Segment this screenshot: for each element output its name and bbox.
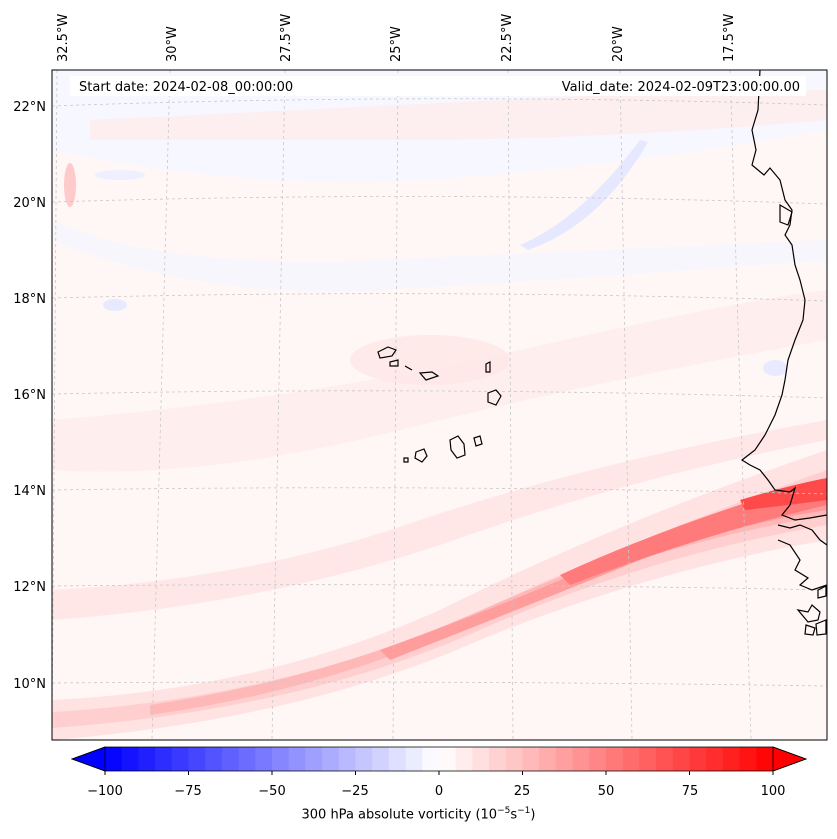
colorbar-segment <box>739 747 757 771</box>
colorbar-segment <box>105 747 123 771</box>
colorbar-segment <box>171 747 189 771</box>
lat-label: 16°N <box>13 388 46 403</box>
colorbar-segment <box>338 747 356 771</box>
lon-label: 22.5°W <box>500 14 515 62</box>
colorbar-segment <box>238 747 256 771</box>
colorbar-segment <box>455 747 473 771</box>
colorbar-segment <box>221 747 240 771</box>
lat-label: 14°N <box>13 484 46 499</box>
colorbar-tick: 0 <box>435 784 443 799</box>
colorbar-segment <box>505 747 523 771</box>
colorbar-segment <box>472 747 490 771</box>
vorticity-field <box>52 70 827 740</box>
cape-verde-islands <box>377 346 502 463</box>
map-border <box>51 69 828 741</box>
colorbar-title: 300 hPa absolute vorticity (10−5s−1) <box>301 806 536 823</box>
colorbar-segment <box>138 747 156 771</box>
colorbar-segment <box>606 747 624 771</box>
latitude-labels: 22°N 20°N 18°N 16°N 14°N 12°N 10°N <box>13 100 46 692</box>
colorbar-segment <box>689 747 707 771</box>
lat-label: 18°N <box>13 292 46 307</box>
longitude-labels: 32.5°W 30°W 27.5°W 25°W 22.5°W 20°W 17.5… <box>56 14 737 62</box>
colorbar-segment <box>188 747 206 771</box>
colorbar-segment <box>255 747 273 771</box>
colorbar-tick: 100 <box>761 784 786 799</box>
colorbar-tick: 75 <box>682 784 699 799</box>
colorbar-segment <box>155 747 173 771</box>
colorbar-tick: −25 <box>341 784 368 799</box>
lon-label: 30°W <box>165 26 180 62</box>
start-date-label: Start date: 2024-02-08_00:00:00 <box>79 80 293 95</box>
colorbar-segment <box>288 747 306 771</box>
colorbar-tick: 50 <box>598 784 615 799</box>
colorbar-segment <box>205 747 223 771</box>
lon-label: 25°W <box>389 26 404 62</box>
colorbar-tick: −75 <box>174 784 201 799</box>
lat-label: 22°N <box>13 100 46 115</box>
valid-date-label: Valid_date: 2024-02-09T23:00:00.00 <box>562 80 800 95</box>
colorbar-segment <box>405 747 423 771</box>
colorbar-segment <box>372 747 390 771</box>
colorbar-min-extend <box>70 746 106 772</box>
colorbar-max-extend <box>772 746 808 772</box>
colorbar-segment <box>622 747 640 771</box>
header-box <box>70 76 806 96</box>
lat-label: 20°N <box>13 196 46 211</box>
lat-label: 12°N <box>13 580 46 595</box>
colorbar-ticks: −100 −75 −50 −25 0 25 50 75 100 <box>87 784 785 799</box>
lat-label: 10°N <box>13 677 46 692</box>
colorbar-segment <box>722 747 741 771</box>
colorbar-segment <box>555 747 574 771</box>
lon-label: 27.5°W <box>279 14 294 62</box>
colorbar-segment <box>422 747 440 771</box>
colorbar-segment <box>305 747 323 771</box>
colorbar-segment <box>388 747 407 771</box>
colorbar-segment <box>589 747 607 771</box>
colorbar-segment <box>656 747 674 771</box>
colorbar-segment <box>672 747 690 771</box>
colorbar-segment <box>639 747 657 771</box>
colorbar-segment <box>572 747 590 771</box>
lon-label: 17.5°W <box>722 14 737 62</box>
colorbar-tick: −50 <box>258 784 285 799</box>
colorbar-segment <box>756 747 774 771</box>
lon-label: 20°W <box>611 26 626 62</box>
lon-label: 32.5°W <box>56 14 71 62</box>
colorbar-segment <box>272 747 290 771</box>
colorbar-tick: −100 <box>87 784 123 799</box>
colorbar-segment <box>489 747 507 771</box>
colorbar-segment <box>355 747 373 771</box>
colorbar-segment <box>322 747 340 771</box>
colorbar-segment <box>522 747 540 771</box>
colorbar <box>70 746 808 775</box>
colorbar-tick: 25 <box>514 784 531 799</box>
colorbar-segment <box>706 747 724 771</box>
colorbar-segment <box>439 747 457 771</box>
colorbar-segment <box>121 747 139 771</box>
colorbar-segment <box>539 747 557 771</box>
african-coastline <box>740 70 827 636</box>
